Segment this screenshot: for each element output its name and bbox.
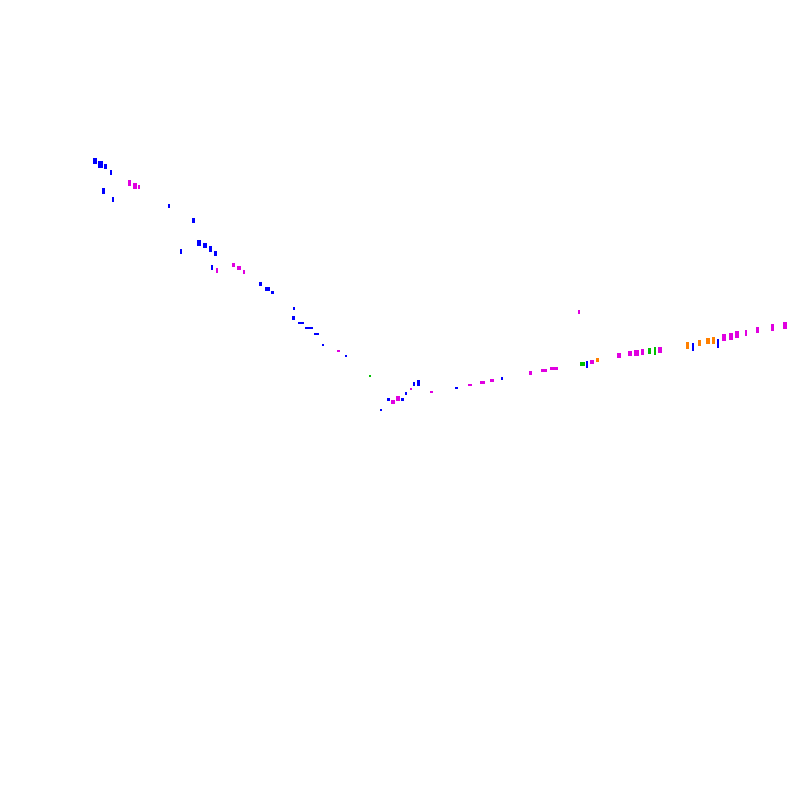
point: [410, 388, 412, 390]
point: [271, 291, 274, 294]
point: [293, 307, 295, 310]
point: [550, 367, 558, 370]
point: [529, 371, 532, 375]
point: [128, 180, 131, 186]
point: [729, 333, 733, 340]
point: [490, 379, 494, 382]
point: [98, 161, 103, 168]
point: [648, 348, 651, 354]
point: [658, 347, 662, 353]
point: [345, 355, 347, 357]
point: [735, 331, 739, 338]
point: [413, 382, 415, 386]
center-cluster: [380, 380, 420, 411]
point: [401, 398, 404, 401]
point: [168, 204, 170, 208]
point: [214, 251, 217, 256]
point: [578, 310, 580, 314]
point: [112, 197, 114, 202]
point: [430, 391, 433, 393]
point: [480, 381, 485, 384]
point: [380, 409, 382, 411]
point: [133, 183, 137, 189]
point: [417, 380, 420, 386]
point: [232, 263, 235, 267]
point: [265, 287, 270, 291]
point: [396, 396, 400, 401]
point: [586, 361, 588, 368]
point: [617, 353, 621, 358]
point: [322, 344, 324, 346]
point: [698, 340, 701, 346]
point: [628, 351, 632, 356]
point: [305, 327, 313, 329]
point: [654, 347, 656, 355]
point: [745, 330, 747, 336]
point: [783, 322, 787, 329]
left-arm: [93, 158, 371, 377]
point: [216, 268, 218, 273]
point: [706, 338, 710, 344]
right-arm: [430, 310, 787, 393]
point: [203, 243, 207, 248]
point: [712, 337, 715, 344]
point: [580, 362, 585, 366]
point: [634, 350, 639, 356]
point: [110, 170, 112, 175]
point: [596, 358, 599, 362]
point: [771, 324, 774, 331]
point: [102, 188, 105, 194]
point: [138, 185, 140, 189]
point: [259, 282, 262, 286]
point: [192, 218, 195, 223]
point: [209, 246, 212, 252]
point: [243, 270, 245, 274]
point: [337, 350, 340, 352]
point: [292, 316, 295, 320]
point: [104, 164, 107, 169]
point: [692, 343, 694, 351]
point: [541, 369, 547, 372]
point: [501, 377, 503, 380]
point: [298, 322, 304, 324]
point: [197, 240, 201, 246]
point: [369, 375, 371, 377]
point: [405, 392, 407, 395]
point: [180, 249, 182, 254]
point: [93, 158, 97, 164]
point: [387, 398, 390, 401]
point: [756, 327, 759, 333]
point: [686, 342, 689, 349]
point: [237, 266, 241, 270]
point: [717, 339, 719, 348]
point: [211, 265, 213, 270]
point: [314, 333, 319, 335]
point: [641, 349, 644, 355]
point: [391, 400, 395, 404]
point: [468, 384, 472, 386]
point: [455, 387, 458, 389]
point: [590, 360, 594, 364]
point: [722, 334, 726, 341]
